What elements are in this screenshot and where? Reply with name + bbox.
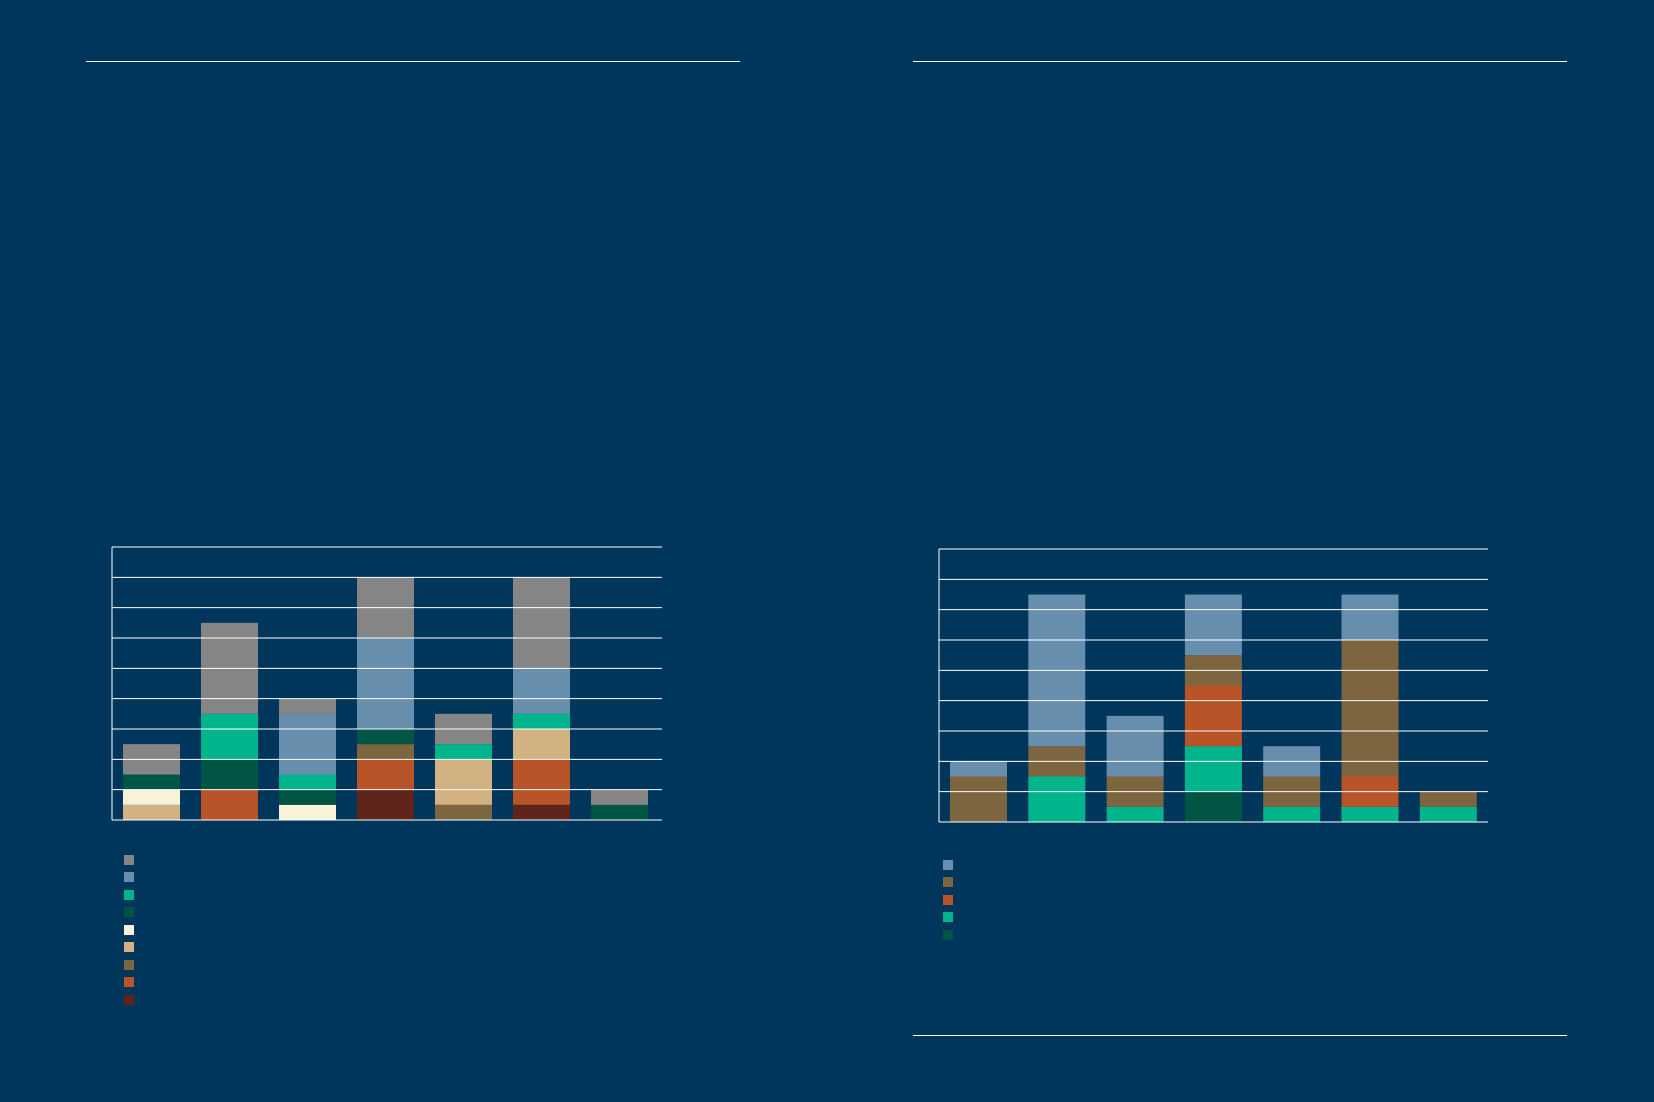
chart-left xyxy=(111,546,662,821)
bar-segment-left-c1-s5 xyxy=(201,759,258,790)
legend-swatch xyxy=(124,907,134,918)
bottom-rule-right xyxy=(913,1035,1567,1036)
bar-segment-right-c0-s3 xyxy=(950,776,1007,822)
bar-segment-left-c2-s5 xyxy=(279,789,336,805)
top-rule-right xyxy=(913,61,1567,62)
legend-swatch xyxy=(124,924,134,935)
bar-segment-left-c4-s6 xyxy=(435,744,492,760)
legend-swatch xyxy=(124,977,134,988)
bar-segment-left-c5-s6 xyxy=(513,713,570,729)
legend-item-left-4 xyxy=(124,921,134,939)
bar-segment-right-c5-s4 xyxy=(1341,594,1399,640)
legend-swatch xyxy=(943,929,953,940)
legend-item-left-2 xyxy=(124,886,134,904)
legend-item-right-3 xyxy=(943,909,953,927)
legend-swatch xyxy=(124,959,134,970)
legend-left xyxy=(124,851,134,1009)
legend-right xyxy=(943,856,953,944)
bar-segment-right-c5-s3 xyxy=(1341,640,1399,777)
bar-segment-left-c4-s3 xyxy=(435,759,492,805)
legend-item-left-6 xyxy=(124,956,134,974)
legend-swatch xyxy=(943,877,953,888)
legend-swatch xyxy=(943,894,953,905)
bar-segment-left-c5-s0 xyxy=(513,804,570,820)
bar-segment-left-c1-s1 xyxy=(201,789,258,820)
legend-item-left-0 xyxy=(124,851,134,869)
legend-item-right-0 xyxy=(943,856,953,874)
chart-right xyxy=(938,548,1488,823)
bar-segment-right-c3-s1 xyxy=(1184,746,1242,792)
bar-segment-right-c2-s1 xyxy=(1106,806,1164,822)
legend-item-right-1 xyxy=(943,874,953,892)
bar-segment-left-c3-s0 xyxy=(357,789,414,820)
bar-segment-left-c3-s2 xyxy=(357,744,414,760)
bar-segment-right-c6-s3 xyxy=(1419,791,1477,807)
legend-swatch xyxy=(943,912,953,923)
bar-segment-left-c5-s3 xyxy=(513,729,570,760)
bar-segment-left-c5-s1 xyxy=(513,759,570,805)
bar-segment-left-c6-s8 xyxy=(591,789,648,805)
legend-item-right-4 xyxy=(943,926,953,944)
bar-segment-left-c0-s5 xyxy=(123,774,180,790)
bar-segment-left-c5-s7 xyxy=(513,668,570,714)
legend-swatch xyxy=(124,994,134,1005)
bar-segment-left-c0-s4 xyxy=(123,789,180,805)
legend-swatch xyxy=(943,859,953,870)
legend-swatch xyxy=(124,942,134,953)
bar-segment-right-c3-s4 xyxy=(1184,594,1242,656)
bar-segment-right-c3-s2 xyxy=(1184,685,1242,747)
bar-segment-left-c2-s4 xyxy=(279,804,336,820)
bar-segment-left-c2-s8 xyxy=(279,698,336,714)
bar-segment-left-c1-s6 xyxy=(201,713,258,760)
bar-segment-right-c5-s1 xyxy=(1341,806,1399,822)
bar-segment-right-c4-s1 xyxy=(1263,806,1321,822)
bar-segment-right-c6-s1 xyxy=(1419,806,1477,822)
top-rule-left xyxy=(86,61,740,62)
bar-segment-left-c3-s7 xyxy=(357,638,414,729)
bar-segment-left-c4-s2 xyxy=(435,804,492,820)
bar-segment-right-c0-s4 xyxy=(950,761,1007,777)
bar-segment-left-c6-s5 xyxy=(591,804,648,820)
bar-segment-right-c1-s1 xyxy=(1028,776,1086,822)
legend-item-left-1 xyxy=(124,869,134,887)
legend-item-left-7 xyxy=(124,974,134,992)
bar-segment-left-c5-s8 xyxy=(513,577,570,669)
bar-segment-left-c2-s6 xyxy=(279,774,336,790)
legend-item-right-2 xyxy=(943,891,953,909)
bar-segment-left-c2-s7 xyxy=(279,713,336,775)
legend-item-left-3 xyxy=(124,904,134,922)
bar-segment-left-c3-s5 xyxy=(357,729,414,745)
bar-segment-right-c3-s0 xyxy=(1184,791,1242,822)
bar-segment-left-c0-s3 xyxy=(123,804,180,820)
legend-swatch xyxy=(124,889,134,900)
bar-segment-left-c3-s1 xyxy=(357,759,414,790)
bar-segment-right-c2-s4 xyxy=(1106,715,1164,777)
legend-swatch xyxy=(124,854,134,865)
legend-item-left-5 xyxy=(124,939,134,957)
legend-item-left-8 xyxy=(124,991,134,1009)
legend-swatch xyxy=(124,872,134,883)
